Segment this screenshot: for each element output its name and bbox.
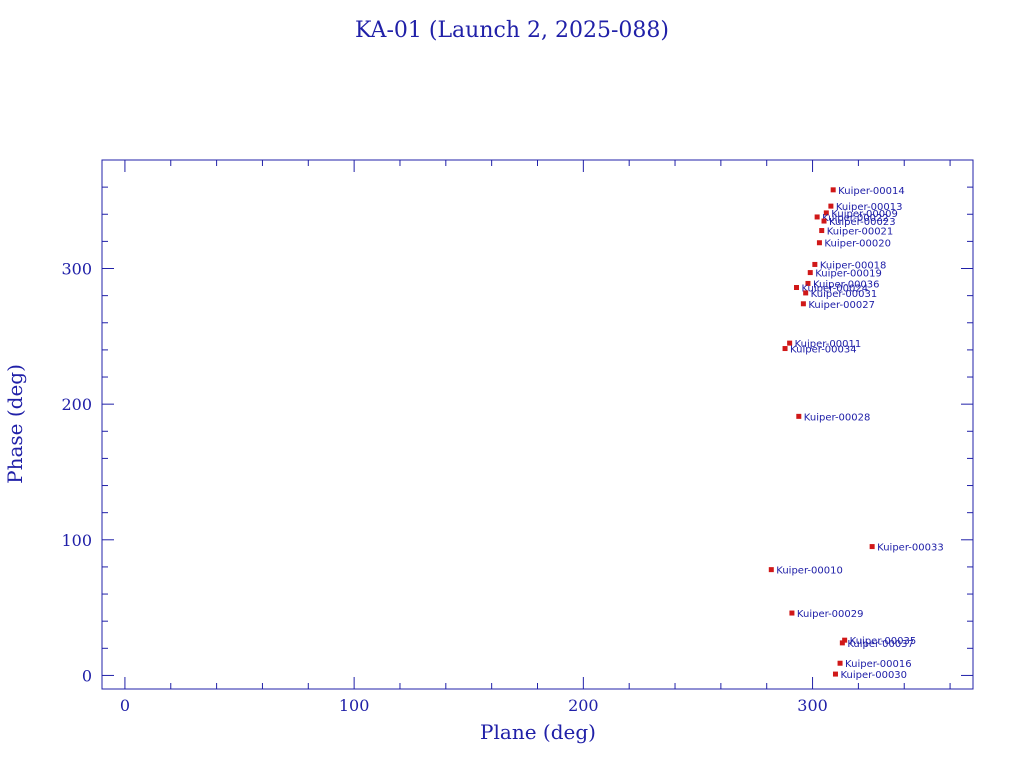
y-axis-label: Phase (deg) (3, 364, 27, 484)
y-tick-label: 0 (82, 666, 92, 685)
data-point-label: Kuiper-00014 (838, 186, 905, 197)
data-point-label: Kuiper-00024 (802, 284, 869, 295)
data-point-marker (812, 261, 818, 267)
data-point-marker (807, 270, 813, 276)
data-point-marker (830, 187, 836, 193)
data-point-marker (842, 637, 848, 643)
data-point-marker (789, 610, 795, 616)
data-point-marker (787, 340, 793, 346)
data-point-label: Kuiper-00019 (815, 269, 882, 280)
data-point-label: Kuiper-00013 (836, 202, 903, 213)
data-point-marker (796, 413, 802, 419)
data-point-label: Kuiper-00027 (808, 300, 875, 311)
data-point-marker (819, 228, 825, 234)
x-tick-label: 300 (797, 696, 828, 715)
data-point-label: Kuiper-00037 (847, 639, 914, 650)
data-point-marker (782, 346, 788, 352)
data-point-marker (869, 544, 875, 550)
data-point-label: Kuiper-00033 (877, 543, 944, 554)
data-point-label: Kuiper-00023 (829, 217, 896, 228)
data-point-marker (814, 214, 820, 220)
data-point-label: Kuiper-00029 (797, 609, 864, 620)
data-point-marker (837, 660, 843, 666)
data-point-label: Kuiper-00011 (795, 339, 862, 350)
x-axis-label: Plane (deg) (480, 720, 596, 744)
y-tick-label: 200 (61, 395, 92, 414)
y-tick-label: 100 (61, 531, 92, 550)
data-point-label: Kuiper-00009 (831, 209, 898, 220)
chart-title: KA-01 (Launch 2, 2025-088) (355, 18, 669, 43)
data-point-marker (768, 567, 774, 573)
data-point-marker (800, 301, 806, 307)
data-point-label: Kuiper-00021 (827, 227, 894, 238)
data-point-label: Kuiper-00030 (840, 670, 907, 681)
data-point-label: Kuiper-00020 (824, 239, 891, 250)
data-point-label: Kuiper-00016 (845, 659, 912, 670)
data-point-marker (821, 218, 827, 224)
data-point-label: Kuiper-00036 (813, 279, 880, 290)
data-point-label: Kuiper-00010 (776, 566, 843, 577)
data-point-label: Kuiper-00034 (790, 345, 857, 356)
data-point-marker (839, 640, 845, 646)
axis-tick-labels: 0 100 200 300 0 100 200 300 (61, 260, 827, 715)
data-point-marker (832, 671, 838, 677)
data-point-label: Kuiper-00031 (811, 289, 878, 300)
data-point-label: Kuiper-00022 (822, 213, 889, 224)
x-tick-label: 200 (568, 696, 599, 715)
data-point-label: Kuiper-00028 (804, 412, 871, 423)
axis-ticks (102, 159, 973, 689)
data-point-marker (828, 203, 834, 209)
data-point-label: Kuiper-00035 (850, 636, 917, 647)
x-tick-label: 100 (339, 696, 370, 715)
data-point-marker (805, 280, 811, 286)
y-tick-label: 300 (61, 260, 92, 279)
data-point-marker (794, 285, 800, 291)
data-point-marker (803, 290, 809, 296)
data-point-marker (816, 240, 822, 246)
data-point-marker (823, 210, 829, 216)
data-points: Kuiper-00014Kuiper-00013Kuiper-00009Kuip… (768, 186, 944, 681)
data-point-label: Kuiper-00018 (820, 260, 887, 271)
x-tick-label: 0 (120, 696, 130, 715)
